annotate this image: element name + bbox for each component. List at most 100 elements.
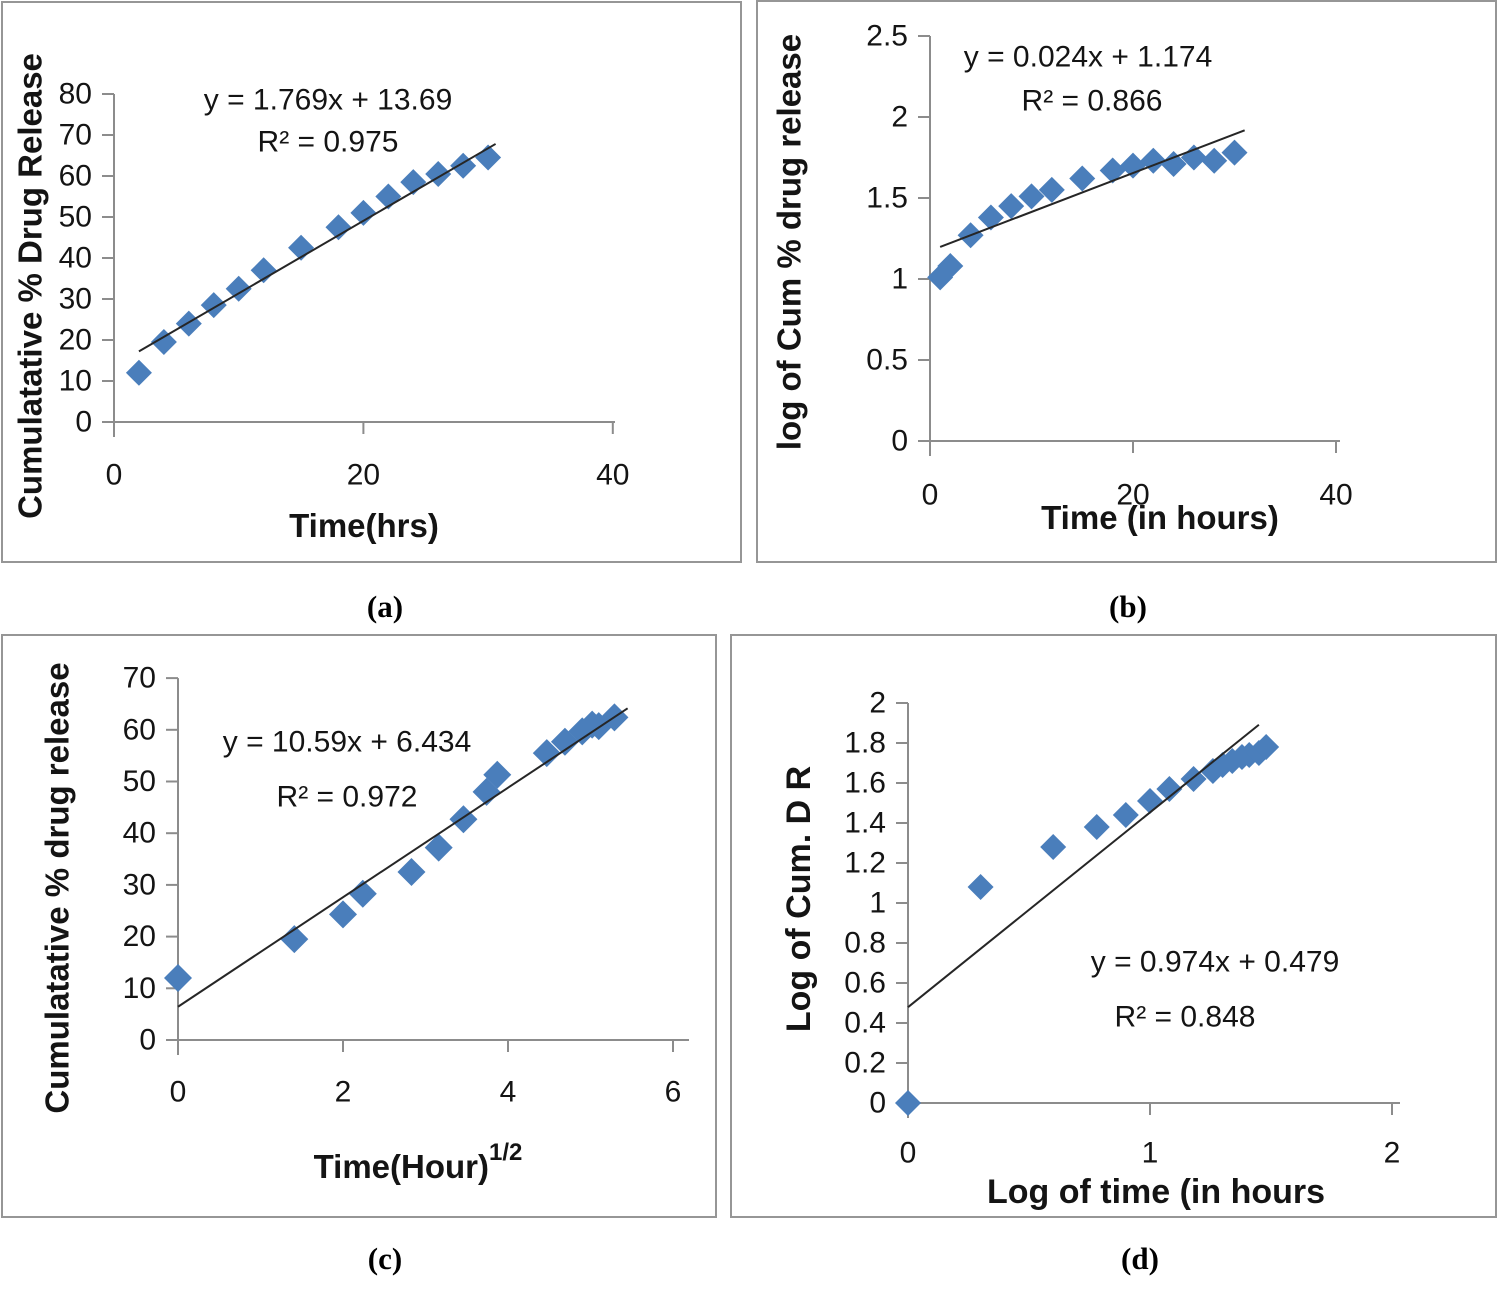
trendline xyxy=(138,143,497,353)
y-tick-label: 50 xyxy=(59,201,92,234)
trendline-equation: y = 0.974x + 0.479 xyxy=(1091,946,1340,979)
y-axis-title: Log of Cum. D R xyxy=(780,766,818,1032)
caption-d: (d) xyxy=(1121,1241,1159,1276)
chart-canvas-b: 0 0.5 1 1.5 2 2.5 0 20 40 y = 0.024x + 1.174 R² = … xyxy=(771,20,1353,536)
x-tick-label: 0 xyxy=(900,1137,917,1170)
chart-panel-d: 0 0.2 0.4 0.6 0.8 1 1.2 1.4 1.6 1.8 2 0 1 2 y = 0.974x… xyxy=(730,634,1497,1218)
y-tick-label: 2 xyxy=(869,687,886,720)
data-point-diamond xyxy=(280,925,309,954)
data-point-diamond xyxy=(550,727,579,756)
data-point-diamond xyxy=(1199,758,1226,784)
y-tick-label: 1.4 xyxy=(844,807,886,840)
data-series xyxy=(895,734,1280,1116)
x-tick-label: 2 xyxy=(335,1076,352,1109)
data-point-diamond xyxy=(977,204,1004,231)
data-point-diamond xyxy=(1201,147,1228,174)
x-tick-label: 20 xyxy=(1116,479,1149,512)
trendline xyxy=(177,707,629,1008)
y-tick-label: 0.4 xyxy=(844,1007,886,1040)
data-point-diamond xyxy=(1219,748,1246,774)
x-axis-title: Time (in hours) xyxy=(1041,499,1279,536)
y-tick-label: 1.5 xyxy=(866,182,908,215)
y-tick-label: 0.5 xyxy=(866,344,908,377)
y-tick-label: 1 xyxy=(891,263,908,296)
y-tick-label: 1.2 xyxy=(844,847,886,880)
trendline xyxy=(939,129,1246,248)
chart-panel-c: 0 10 20 30 40 50 60 70 0 2 4 6 y = 10.59x + 6.434 R² … xyxy=(1,634,717,1218)
data-point-diamond xyxy=(329,900,357,929)
data-point-diamond xyxy=(1038,176,1065,203)
y-tick-label: 70 xyxy=(59,119,92,152)
data-series xyxy=(125,144,502,386)
data-point-diamond xyxy=(1099,157,1126,184)
data-point-diamond xyxy=(927,264,954,291)
chart-panel-b: 0 0.5 1 1.5 2 2.5 0 20 40 y = 0.024x + 1.174 R² = … xyxy=(756,0,1497,563)
y-tick-label: 0.6 xyxy=(844,967,886,1000)
data-point-diamond xyxy=(1160,150,1187,177)
chart-panel-a: 0 10 20 30 40 50 60 70 80 0 20 40 y = 1.769x + 13.69… xyxy=(1,1,742,563)
r-squared-label: R² = 0.848 xyxy=(1115,1001,1256,1034)
data-point-diamond xyxy=(225,275,252,302)
data-point-diamond xyxy=(348,879,377,908)
y-tick-label: 1 xyxy=(869,887,886,920)
data-point-diamond xyxy=(967,874,994,900)
y-tick-label: 30 xyxy=(59,283,92,316)
y-axis-title: Cumulatative % Drug Release xyxy=(12,53,49,519)
x-tick-label: 4 xyxy=(500,1076,517,1109)
y-axis-title: log of Cum % drug release xyxy=(771,34,808,450)
y-tick-label: 30 xyxy=(123,868,156,901)
chart-canvas-d: 0 0.2 0.4 0.6 0.8 1 1.2 1.4 1.6 1.8 2 0 1 2 y = 0.974x… xyxy=(780,687,1400,1212)
y-tick-label: 2 xyxy=(891,101,908,134)
data-point-diamond xyxy=(424,833,453,862)
data-point-diamond xyxy=(150,329,177,356)
data-point-diamond xyxy=(1112,802,1139,828)
x-tick-label: 0 xyxy=(170,1076,187,1109)
data-series xyxy=(164,703,629,992)
y-tick-label: 0 xyxy=(75,406,92,439)
y-tick-label: 2.5 xyxy=(866,20,908,53)
y-axis-title: Cumulatative % drug release xyxy=(39,662,76,1113)
y-tick-label: 0 xyxy=(139,1024,156,1057)
x-axis-title: Time(hrs) xyxy=(289,507,439,544)
y-tick-label: 10 xyxy=(59,365,92,398)
chart-canvas-c: 0 10 20 30 40 50 60 70 0 2 4 6 y = 10.59x + 6.434 R² … xyxy=(39,662,689,1185)
data-point-diamond xyxy=(483,760,512,789)
data-point-diamond xyxy=(1180,766,1207,792)
data-point-diamond xyxy=(250,257,277,284)
data-point-diamond xyxy=(1069,165,1096,192)
data-point-diamond xyxy=(175,310,202,337)
data-point-diamond xyxy=(449,805,478,834)
data-point-diamond xyxy=(1156,776,1183,802)
x-tick-label: 0 xyxy=(922,479,939,512)
y-tick-label: 50 xyxy=(123,765,156,798)
y-tick-label: 20 xyxy=(123,920,156,953)
x-axis-title: Log of time (in hours xyxy=(987,1173,1325,1211)
data-point-diamond xyxy=(1180,144,1207,171)
y-tick-label: 40 xyxy=(123,817,156,850)
x-axis-title: Time(Hour)1/2 xyxy=(314,1139,523,1185)
data-point-diamond xyxy=(1137,788,1163,814)
data-point-diamond xyxy=(532,739,561,768)
y-tick-label: 0.8 xyxy=(844,927,886,960)
y-tick-label: 40 xyxy=(59,242,92,275)
caption-a: (a) xyxy=(366,589,404,624)
data-point-diamond xyxy=(1253,734,1280,760)
data-point-diamond xyxy=(1120,152,1146,179)
r-squared-label: R² = 0.866 xyxy=(1022,85,1163,118)
y-tick-label: 10 xyxy=(123,972,156,1005)
y-tick-label: 0 xyxy=(869,1087,886,1120)
x-tick-label: 1 xyxy=(1142,1137,1159,1170)
data-point-diamond xyxy=(350,199,377,226)
x-tick-label: 20 xyxy=(347,459,380,492)
r-squared-label: R² = 0.975 xyxy=(258,126,399,159)
trendline-equation: y = 1.769x + 13.69 xyxy=(204,84,453,117)
caption-c: (c) xyxy=(367,1241,403,1276)
data-point-diamond xyxy=(937,253,964,280)
data-point-diamond xyxy=(998,193,1025,220)
x-tick-label: 6 xyxy=(665,1076,682,1109)
trendline xyxy=(907,723,1260,1008)
chart-canvas-a: 0 10 20 30 40 50 60 70 80 0 20 40 y = 1.769x + 13.69… xyxy=(12,53,630,544)
y-tick-label: 60 xyxy=(123,713,156,746)
x-tick-label: 40 xyxy=(1319,479,1352,512)
